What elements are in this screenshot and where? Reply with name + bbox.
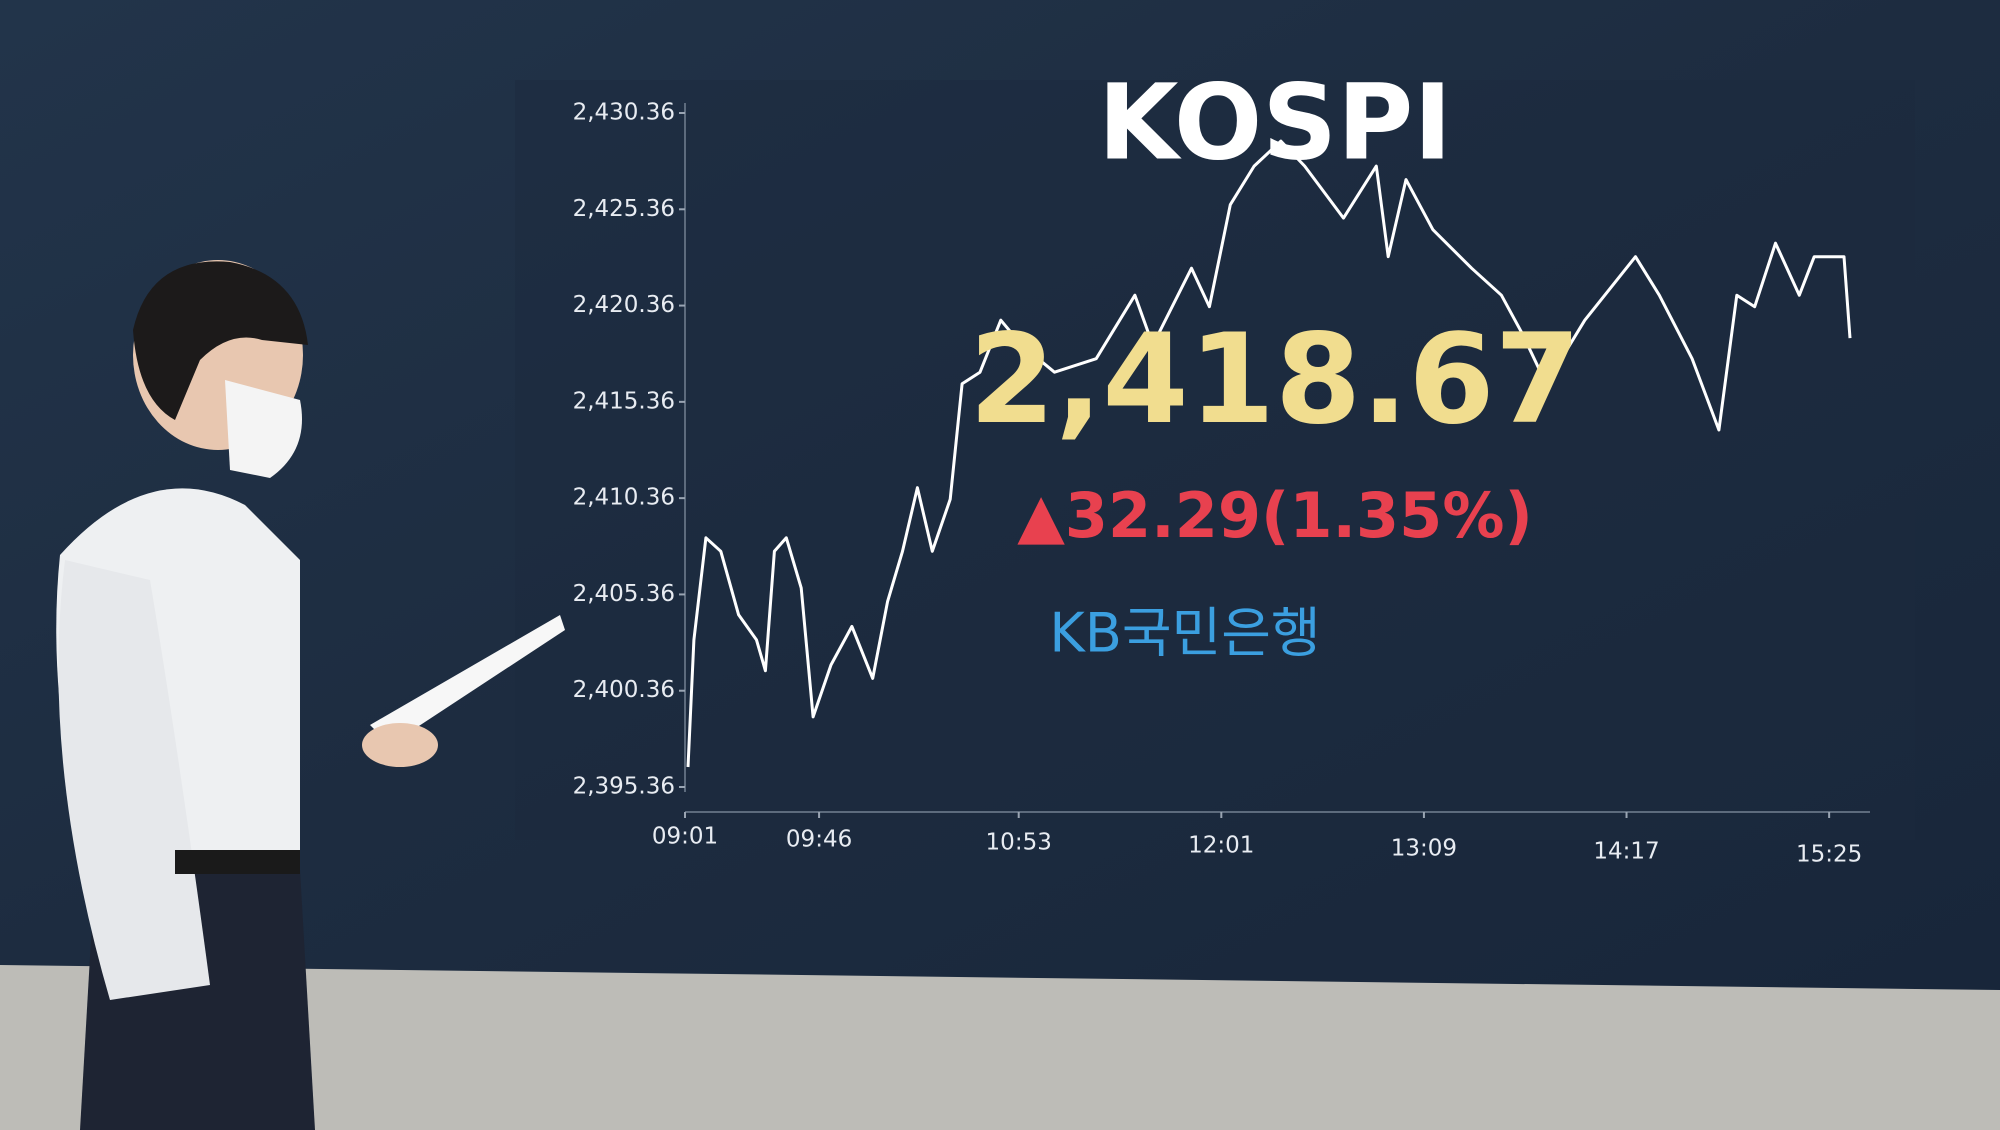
y-tick-label: 2,405.36 [573,581,675,607]
person-belt [175,850,300,874]
index-value: 2,418.67 [969,308,1581,452]
person-mask [225,380,302,478]
x-tick-label: 09:46 [786,827,852,853]
chart-title: KOSPI [1098,61,1452,183]
y-tick-label: 2,395.36 [573,774,675,800]
x-tick-label: 09:01 [652,824,718,850]
papers [370,615,565,745]
person-hand [362,723,438,767]
x-tick-label: 15:25 [1796,842,1862,868]
x-tick-label: 13:09 [1391,836,1457,862]
x-tick-label: 10:53 [986,830,1052,856]
y-tick-label: 2,420.36 [573,292,675,318]
person [56,260,565,1130]
y-tick-label: 2,410.36 [573,485,675,511]
person-hair [133,261,308,420]
y-tick-label: 2,400.36 [573,677,675,703]
person-arm [58,560,210,1000]
price-line [686,139,1852,768]
y-tick-label: 2,415.36 [573,388,675,414]
chart-panel [515,80,1915,840]
x-tick-label: 14:17 [1593,839,1659,865]
sponsor: KB국민은행 [1049,602,1320,665]
x-tick-label: 12:01 [1188,833,1254,859]
index-change: ▲32.29(1.35%) [1017,479,1533,552]
y-tick-label: 2,425.36 [573,196,675,222]
y-tick-label: 2,430.36 [573,100,675,126]
plot: 2,395.36 2,400.36 2,405.36 2,410.36 2,415.36… [573,100,1870,868]
